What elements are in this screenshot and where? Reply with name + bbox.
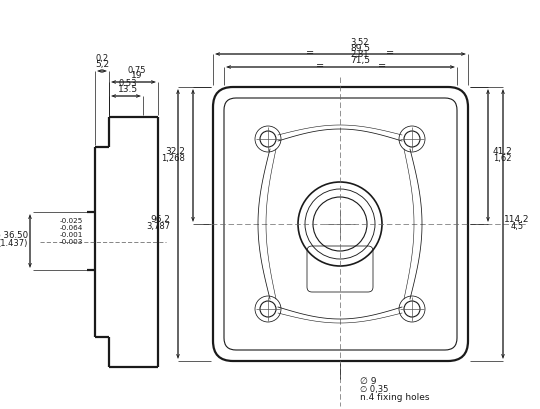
- Text: 0,2: 0,2: [96, 54, 109, 63]
- Text: 2,81: 2,81: [351, 50, 369, 59]
- Text: 41,2: 41,2: [492, 147, 512, 155]
- Text: 32.2: 32.2: [165, 147, 185, 155]
- Text: 89,5: 89,5: [350, 43, 370, 52]
- Text: (1.437): (1.437): [0, 239, 28, 248]
- Text: 114,2: 114,2: [504, 215, 530, 224]
- Text: =: =: [378, 61, 386, 71]
- Text: ∅ 0,35: ∅ 0,35: [360, 384, 388, 393]
- Text: =: =: [316, 61, 324, 71]
- Text: =: =: [386, 48, 394, 58]
- Text: 4,5: 4,5: [510, 222, 524, 231]
- Text: ∅ 9: ∅ 9: [360, 377, 376, 386]
- Text: 3,787: 3,787: [146, 222, 170, 231]
- Text: 0.53: 0.53: [119, 79, 137, 88]
- Text: -0.001: -0.001: [59, 231, 83, 237]
- Text: =: =: [306, 48, 314, 58]
- Text: 71,5: 71,5: [350, 56, 370, 65]
- Text: 1,268: 1,268: [161, 154, 185, 163]
- Text: 13.5: 13.5: [118, 85, 138, 94]
- Text: 3,52: 3,52: [351, 37, 369, 46]
- Text: 0,75: 0,75: [127, 65, 146, 74]
- Text: -0.025: -0.025: [59, 218, 83, 223]
- Text: n.4 fixing holes: n.4 fixing holes: [360, 393, 429, 402]
- Text: -0.064: -0.064: [59, 225, 83, 230]
- Text: 1,62: 1,62: [493, 154, 511, 163]
- Text: 19: 19: [131, 71, 142, 80]
- Text: 96,2: 96,2: [150, 215, 170, 224]
- Text: φ 36.50: φ 36.50: [0, 231, 28, 240]
- Text: 5,2: 5,2: [95, 61, 109, 70]
- Text: -0.003: -0.003: [59, 238, 83, 245]
